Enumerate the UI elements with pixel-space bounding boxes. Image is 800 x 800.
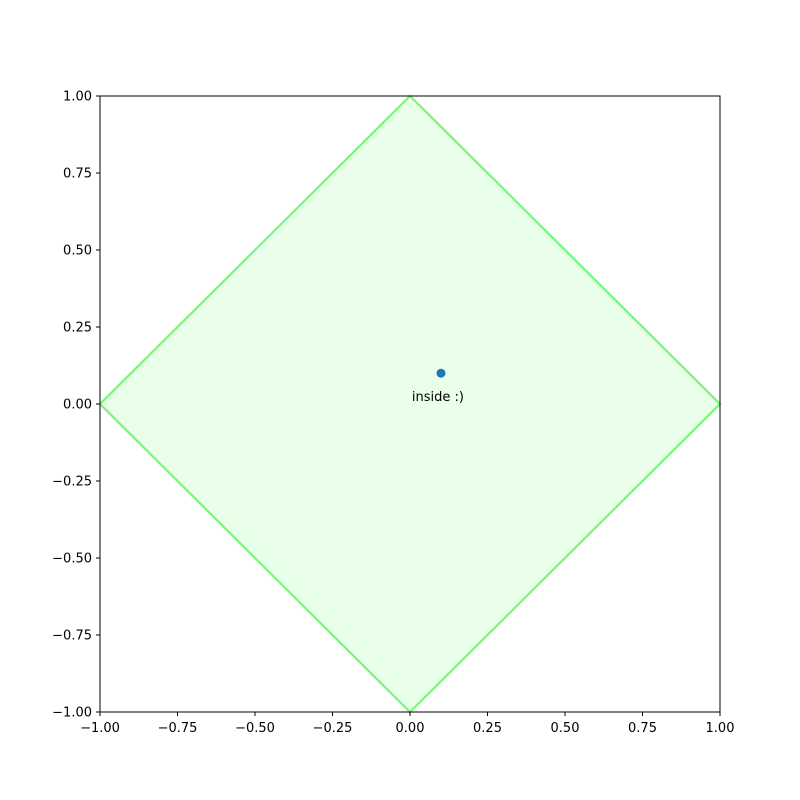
y-tick-label: 1.00 [63, 90, 92, 105]
x-tick-label: 0.75 [628, 721, 657, 736]
y-tick-label: 0.00 [63, 398, 92, 413]
x-tick-label: 0.00 [396, 721, 425, 736]
x-tick-label: −0.50 [235, 721, 275, 736]
x-tick-label: 1.00 [706, 721, 735, 736]
axes-frame [99, 95, 721, 713]
x-tick-label: −1.00 [80, 721, 120, 736]
y-tick-label: 0.75 [63, 167, 92, 182]
axis-ticks: −1.00 −0.75 −0.50 −0.25 0.00 0.25 0.50 0.75 1.00… [52, 90, 734, 737]
data-point [436, 368, 446, 378]
y-tick-label: −0.50 [52, 552, 92, 567]
annotation-label: inside :) [412, 390, 464, 405]
y-tick-label: 0.50 [63, 244, 92, 259]
x-tick-label: −0.25 [313, 721, 353, 736]
x-tick-label: 0.50 [551, 721, 580, 736]
x-tick-label: 0.25 [473, 721, 502, 736]
y-tick-label: −0.75 [52, 629, 92, 644]
y-tick-label: 0.25 [63, 321, 92, 336]
y-tick-label: −1.00 [52, 706, 92, 721]
y-tick-label: −0.25 [52, 475, 92, 490]
x-tick-label: −0.75 [158, 721, 198, 736]
